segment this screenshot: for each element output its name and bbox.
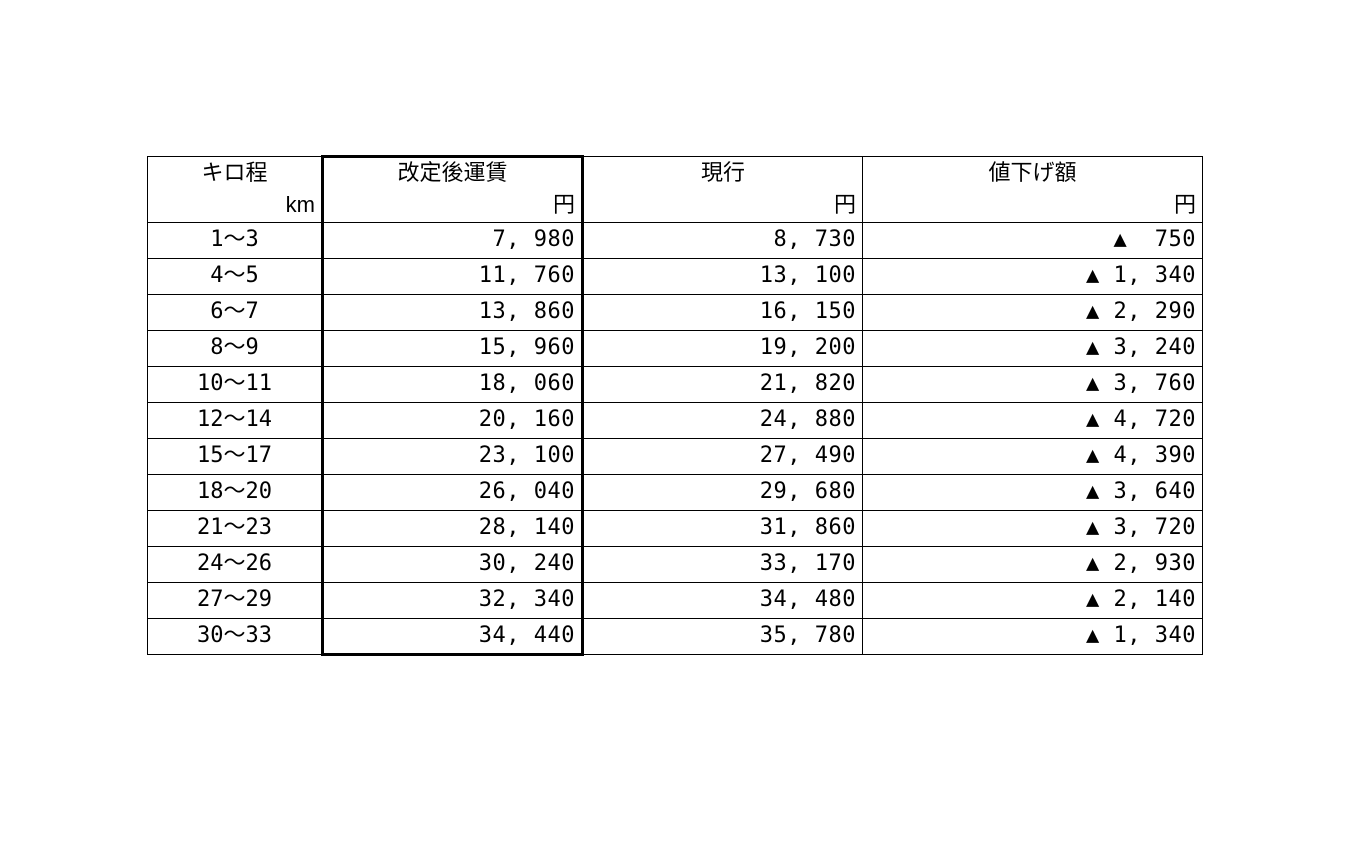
cell-current: 27, 490 — [583, 439, 863, 475]
cell-revised: 23, 100 — [323, 439, 583, 475]
col-header-current: 現行 — [583, 157, 863, 189]
cell-current: 19, 200 — [583, 331, 863, 367]
cell-kilo: 27～29 — [148, 583, 323, 619]
cell-revised: 34, 440 — [323, 619, 583, 655]
cell-revised: 28, 140 — [323, 511, 583, 547]
cell-kilo: 1～3 — [148, 223, 323, 259]
table-row: 30～3334, 44035, 780▲ 1, 340 — [148, 619, 1203, 655]
cell-current: 34, 480 — [583, 583, 863, 619]
cell-kilo: 6～7 — [148, 295, 323, 331]
cell-current: 29, 680 — [583, 475, 863, 511]
cell-reduction: ▲ 3, 240 — [863, 331, 1203, 367]
table-row: 27～2932, 34034, 480▲ 2, 140 — [148, 583, 1203, 619]
col-unit-revised: 円 — [323, 189, 583, 223]
cell-reduction: ▲ 2, 290 — [863, 295, 1203, 331]
cell-reduction: ▲ 1, 340 — [863, 619, 1203, 655]
cell-revised: 15, 960 — [323, 331, 583, 367]
table-row: 12～1420, 16024, 880▲ 4, 720 — [148, 403, 1203, 439]
col-header-kilo: キロ程 — [148, 157, 323, 189]
table-row: 24～2630, 24033, 170▲ 2, 930 — [148, 547, 1203, 583]
cell-revised: 18, 060 — [323, 367, 583, 403]
table-row: 18～2026, 04029, 680▲ 3, 640 — [148, 475, 1203, 511]
cell-reduction: ▲ 1, 340 — [863, 259, 1203, 295]
cell-reduction: ▲ 750 — [863, 223, 1203, 259]
col-header-revised: 改定後運賃 — [323, 157, 583, 189]
cell-revised: 30, 240 — [323, 547, 583, 583]
col-unit-reduction: 円 — [863, 189, 1203, 223]
table-row: 21～2328, 14031, 860▲ 3, 720 — [148, 511, 1203, 547]
cell-revised: 32, 340 — [323, 583, 583, 619]
cell-revised: 7, 980 — [323, 223, 583, 259]
cell-kilo: 15～17 — [148, 439, 323, 475]
cell-revised: 13, 860 — [323, 295, 583, 331]
cell-reduction: ▲ 2, 930 — [863, 547, 1203, 583]
cell-current: 21, 820 — [583, 367, 863, 403]
table-row: 15～1723, 10027, 490▲ 4, 390 — [148, 439, 1203, 475]
header-row-titles: キロ程 改定後運賃 現行 値下げ額 — [148, 157, 1203, 189]
table-row: 8～915, 96019, 200▲ 3, 240 — [148, 331, 1203, 367]
header-row-units: km 円 円 円 — [148, 189, 1203, 223]
table-row: 6～713, 86016, 150▲ 2, 290 — [148, 295, 1203, 331]
cell-reduction: ▲ 2, 140 — [863, 583, 1203, 619]
cell-reduction: ▲ 4, 390 — [863, 439, 1203, 475]
cell-current: 31, 860 — [583, 511, 863, 547]
cell-kilo: 30～33 — [148, 619, 323, 655]
cell-kilo: 10～11 — [148, 367, 323, 403]
cell-current: 8, 730 — [583, 223, 863, 259]
cell-revised: 11, 760 — [323, 259, 583, 295]
cell-current: 33, 170 — [583, 547, 863, 583]
fare-table: キロ程 改定後運賃 現行 値下げ額 km 円 円 円 1～37, 9808, 7… — [147, 155, 1203, 656]
cell-reduction: ▲ 4, 720 — [863, 403, 1203, 439]
cell-current: 16, 150 — [583, 295, 863, 331]
cell-kilo: 24～26 — [148, 547, 323, 583]
table-row: 4～511, 76013, 100▲ 1, 340 — [148, 259, 1203, 295]
cell-current: 13, 100 — [583, 259, 863, 295]
cell-revised: 26, 040 — [323, 475, 583, 511]
col-unit-kilo: km — [148, 189, 323, 223]
cell-kilo: 12～14 — [148, 403, 323, 439]
table-row: 10～1118, 06021, 820▲ 3, 760 — [148, 367, 1203, 403]
cell-current: 24, 880 — [583, 403, 863, 439]
fare-table-body: 1～37, 9808, 730▲ 7504～511, 76013, 100▲ 1… — [148, 223, 1203, 655]
cell-reduction: ▲ 3, 760 — [863, 367, 1203, 403]
col-unit-current: 円 — [583, 189, 863, 223]
cell-reduction: ▲ 3, 720 — [863, 511, 1203, 547]
table-row: 1～37, 9808, 730▲ 750 — [148, 223, 1203, 259]
col-header-reduction: 値下げ額 — [863, 157, 1203, 189]
cell-kilo: 8～9 — [148, 331, 323, 367]
cell-revised: 20, 160 — [323, 403, 583, 439]
cell-current: 35, 780 — [583, 619, 863, 655]
cell-kilo: 21～23 — [148, 511, 323, 547]
cell-reduction: ▲ 3, 640 — [863, 475, 1203, 511]
cell-kilo: 18～20 — [148, 475, 323, 511]
cell-kilo: 4～5 — [148, 259, 323, 295]
